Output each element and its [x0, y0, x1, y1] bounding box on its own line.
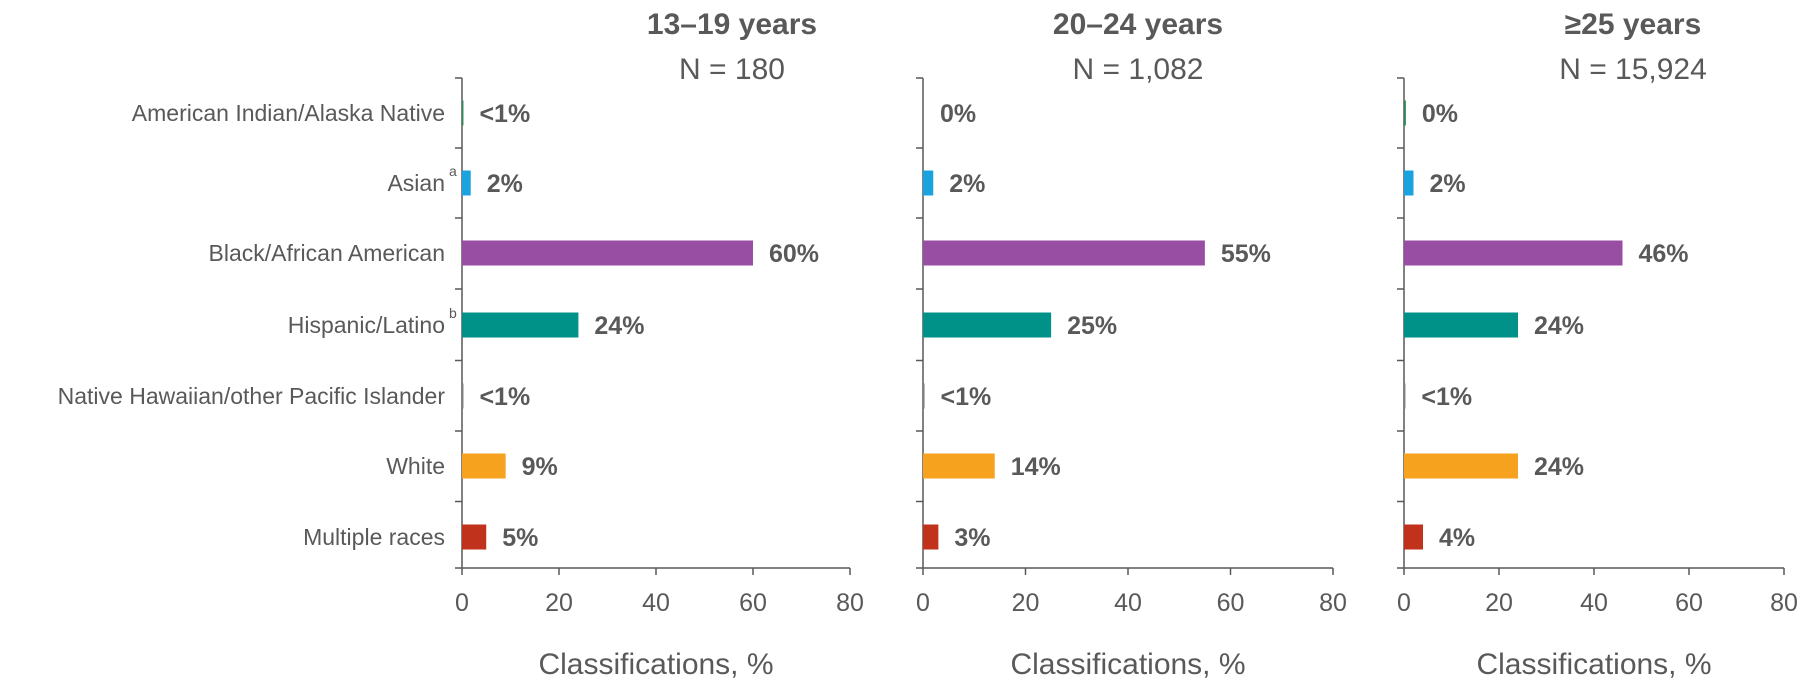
category-label-text: Asian: [387, 170, 445, 196]
data-label: <1%: [941, 383, 992, 411]
x-axis-title: Classifications, %: [538, 648, 773, 680]
bar: [923, 383, 925, 409]
category-label: Hispanic/Latino b: [288, 305, 457, 338]
data-label: <1%: [479, 100, 530, 128]
data-label: 0%: [940, 100, 976, 128]
x-tick-label: 20: [545, 589, 573, 617]
data-label: 9%: [522, 453, 558, 481]
x-tick-label: 60: [739, 589, 767, 617]
category-footnote-marker: b: [449, 305, 457, 321]
bar: [923, 240, 1205, 266]
data-label: 3%: [954, 524, 990, 552]
bar: [1404, 170, 1414, 196]
category-label: Black/African American: [209, 240, 445, 266]
panel-sample-size: N = 1,082: [1073, 53, 1204, 86]
bar: [923, 312, 1052, 338]
bar: [462, 383, 464, 409]
bar: [923, 170, 934, 196]
bar: [923, 453, 995, 479]
x-tick-label: 0: [455, 589, 469, 617]
category-label: Native Hawaiian/other Pacific Islander: [58, 383, 446, 409]
category-label: White: [386, 453, 445, 479]
x-tick-label: 80: [836, 589, 864, 617]
x-tick-label: 40: [1114, 589, 1142, 617]
x-tick-label: 80: [1319, 589, 1347, 617]
data-label: 24%: [1534, 453, 1584, 481]
x-tick-label: 80: [1770, 589, 1798, 617]
data-label: 2%: [487, 170, 523, 198]
bar: [1404, 312, 1518, 338]
data-label: 55%: [1221, 240, 1271, 268]
category-label-text: Black/African American: [209, 240, 445, 266]
panel-title: ≥25 years: [1565, 8, 1702, 41]
data-label: 60%: [769, 240, 819, 268]
bar: [462, 100, 464, 126]
x-axis-title: Classifications, %: [1010, 648, 1245, 680]
data-label: 14%: [1011, 453, 1061, 481]
category-label: Multiple races: [303, 524, 445, 550]
bar: [1404, 383, 1406, 409]
data-label: 24%: [594, 312, 644, 340]
category-footnote-marker: a: [449, 163, 457, 179]
x-tick-label: 20: [1012, 589, 1040, 617]
x-tick-label: 60: [1675, 589, 1703, 617]
x-tick-label: 40: [642, 589, 670, 617]
data-label: 46%: [1639, 240, 1689, 268]
panel-title: 13–19 years: [647, 8, 817, 41]
bar: [462, 524, 487, 550]
bar: [462, 312, 579, 338]
category-label: American Indian/Alaska Native: [132, 100, 445, 126]
panel-sample-size: N = 180: [679, 53, 785, 86]
data-label: 24%: [1534, 312, 1584, 340]
panel-sample-size: N = 15,924: [1559, 53, 1707, 86]
bar: [923, 524, 939, 550]
bar: [1404, 453, 1518, 479]
data-label: 5%: [502, 524, 538, 552]
panel-1: 13–19 years N = 180 0 20 40 60 80 Classificatio…: [455, 8, 864, 680]
panel-3: ≥25 years N = 15,924 0 20 40 60 80 Classificati…: [1397, 8, 1798, 680]
x-tick-label: 0: [916, 589, 930, 617]
category-label-text: Native Hawaiian/other Pacific Islander: [58, 383, 446, 409]
panel-2: 20–24 years N = 1,082 0 20 40 60 80 Classificat…: [916, 8, 1347, 680]
bar: [1404, 524, 1423, 550]
x-axis-title: Classifications, %: [1476, 648, 1711, 680]
data-label: 2%: [1430, 170, 1466, 198]
category-label-text: Multiple races: [303, 524, 445, 550]
bar: [462, 170, 471, 196]
category-label: Asian a: [387, 163, 457, 196]
data-label: <1%: [1421, 383, 1472, 411]
data-label: 25%: [1067, 312, 1117, 340]
bar: [1404, 240, 1623, 266]
data-label: 2%: [949, 170, 985, 198]
x-tick-label: 0: [1397, 589, 1411, 617]
data-label: 0%: [1422, 100, 1458, 128]
x-tick-label: 20: [1485, 589, 1513, 617]
x-tick-label: 40: [1580, 589, 1608, 617]
bar: [462, 240, 753, 266]
category-label-text: White: [386, 453, 445, 479]
bar: [462, 453, 506, 479]
data-label: <1%: [479, 383, 530, 411]
x-tick-label: 60: [1217, 589, 1245, 617]
data-label: 4%: [1439, 524, 1475, 552]
panel-title: 20–24 years: [1053, 8, 1223, 41]
category-label-text: Hispanic/Latino: [288, 312, 445, 338]
category-label-text: American Indian/Alaska Native: [132, 100, 445, 126]
bar: [1404, 100, 1406, 126]
